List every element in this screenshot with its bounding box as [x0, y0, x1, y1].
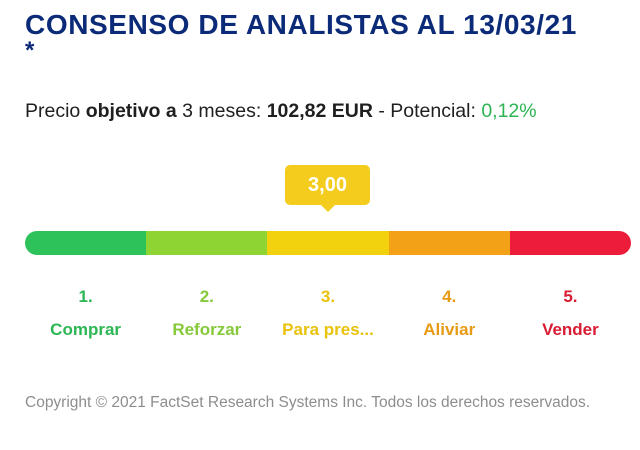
scale-label-number: 5.	[563, 287, 578, 306]
scale-segment-reforzar	[146, 231, 268, 255]
scale-label-comprar: 1. Comprar	[25, 286, 146, 341]
consensus-score-bubble: 3,00	[285, 165, 370, 212]
scale-segment-aliviar	[388, 231, 510, 255]
scale-segment-vender	[509, 231, 631, 255]
potential-label: - Potencial:	[372, 100, 482, 122]
scale-label-vender: 5. Vender	[510, 286, 631, 341]
price-prefix: Precio	[25, 100, 86, 122]
price-period: 3 meses:	[176, 100, 267, 122]
scale-label-aliviar: 4. Aliviar	[389, 286, 510, 341]
scale-label-reforzar: 2. Reforzar	[146, 286, 267, 341]
scale-label-number: 2.	[199, 287, 214, 306]
scale-label-text: Comprar	[50, 320, 122, 339]
target-price-value: 102,82 EUR	[266, 100, 373, 122]
scale-label-number: 4.	[442, 287, 457, 306]
target-price-line: Precio objetivo a 3 meses: 102,82 EUR - …	[25, 100, 635, 123]
scale-label-text: Aliviar	[423, 320, 476, 339]
potential-value: 0,12%	[481, 100, 537, 122]
scale-label-text: Reforzar	[172, 320, 242, 339]
consensus-score-value: 3,00	[308, 173, 347, 196]
scale-label-text: Para pres...	[282, 320, 374, 339]
scale-segment-comprar	[25, 231, 147, 255]
title-asterisk: *	[25, 37, 35, 64]
scale-label-number: 3.	[320, 287, 336, 306]
scale-segment-para-preservar	[267, 231, 389, 255]
scale-labels: 1. Comprar 2. Reforzar 3. Para pres... 4…	[25, 286, 631, 341]
price-bold-word: objetivo a	[85, 100, 177, 122]
consensus-scale-bar	[25, 231, 631, 255]
title-text: CONSENSO DE ANALISTAS AL 13/03/21	[25, 9, 577, 40]
copyright-notice: Copyright © 2021 FactSet Research System…	[25, 394, 591, 411]
scale-label-text: Vender	[542, 320, 599, 339]
scale-label-number: 1.	[78, 287, 93, 306]
page-title: CONSENSO DE ANALISTAS AL 13/03/21 *	[25, 8, 625, 64]
scale-label-para-preservar: 3. Para pres...	[267, 286, 388, 341]
